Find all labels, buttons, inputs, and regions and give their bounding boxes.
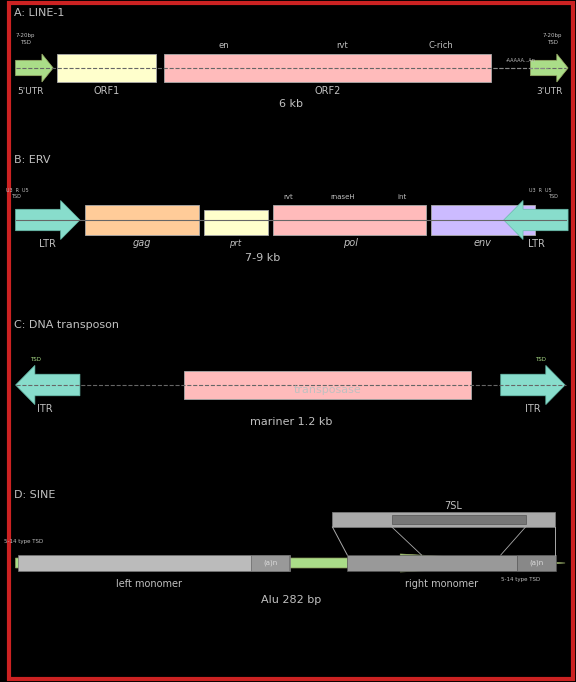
Text: 3'UTR: 3'UTR <box>536 87 562 95</box>
Text: TSD: TSD <box>10 194 21 199</box>
Text: 5'UTR: 5'UTR <box>17 87 44 95</box>
Text: -AAAAA...An: -AAAAA...An <box>506 59 536 63</box>
Polygon shape <box>501 366 565 404</box>
Text: TSD: TSD <box>548 194 558 199</box>
Text: TSD: TSD <box>535 357 546 362</box>
Text: ORF1: ORF1 <box>93 86 120 96</box>
Text: transposase: transposase <box>294 385 361 395</box>
Bar <box>431 205 536 235</box>
Text: 5-14 type TSD: 5-14 type TSD <box>4 539 43 544</box>
Bar <box>347 555 555 571</box>
Text: 7-9 kb: 7-9 kb <box>245 253 281 263</box>
Bar <box>184 371 471 399</box>
Text: int: int <box>397 194 406 200</box>
Text: right monomer: right monomer <box>405 579 478 589</box>
Text: rvt: rvt <box>336 42 348 50</box>
Text: (a)n: (a)n <box>529 560 544 566</box>
Text: LTR: LTR <box>39 239 56 249</box>
Text: 5-14 type TSD: 5-14 type TSD <box>501 578 540 582</box>
Text: 7SL: 7SL <box>444 501 462 511</box>
Polygon shape <box>530 54 568 82</box>
Text: D: SINE: D: SINE <box>14 490 55 500</box>
Text: ITR: ITR <box>37 404 53 414</box>
Text: B: ERV: B: ERV <box>14 155 50 165</box>
Bar <box>17 555 290 571</box>
Text: ITR: ITR <box>525 404 540 414</box>
Text: LTR: LTR <box>528 239 545 249</box>
Text: TSD: TSD <box>20 40 31 46</box>
Text: prt: prt <box>229 239 241 248</box>
Text: U3  R  U5: U3 R U5 <box>529 188 552 193</box>
Text: Alu 282 bp: Alu 282 bp <box>261 595 321 605</box>
Polygon shape <box>16 366 80 404</box>
Text: rnaseH: rnaseH <box>330 194 355 200</box>
Text: TSD: TSD <box>547 40 558 46</box>
Text: mariner 1.2 kb: mariner 1.2 kb <box>249 417 332 427</box>
Text: 6 kb: 6 kb <box>279 99 303 109</box>
Text: gag: gag <box>133 238 151 248</box>
Text: left monomer: left monomer <box>116 579 182 589</box>
Bar <box>251 555 289 571</box>
Text: ORF2: ORF2 <box>314 86 340 96</box>
Bar <box>332 512 555 527</box>
Polygon shape <box>16 54 53 82</box>
Bar <box>57 54 156 82</box>
Bar <box>85 205 199 235</box>
Text: 7-20bp: 7-20bp <box>543 33 562 38</box>
Text: pol: pol <box>343 238 358 248</box>
Bar <box>164 54 491 82</box>
Bar <box>517 555 556 571</box>
Bar <box>392 515 525 524</box>
Bar <box>273 205 426 235</box>
Text: TSD: TSD <box>30 357 41 362</box>
Polygon shape <box>504 201 568 239</box>
Polygon shape <box>16 201 80 239</box>
Text: en: en <box>218 42 229 50</box>
Bar <box>204 210 268 235</box>
Text: C-rich: C-rich <box>429 42 454 50</box>
Text: U3  R  U5: U3 R U5 <box>6 188 29 193</box>
Text: env: env <box>474 238 492 248</box>
Text: (a)n: (a)n <box>263 560 277 566</box>
Text: 7-20bp: 7-20bp <box>16 33 35 38</box>
Text: rvt: rvt <box>283 194 293 200</box>
Text: C: DNA transposon: C: DNA transposon <box>14 320 119 330</box>
Text: A: LINE-1: A: LINE-1 <box>14 8 64 18</box>
Polygon shape <box>16 554 565 572</box>
